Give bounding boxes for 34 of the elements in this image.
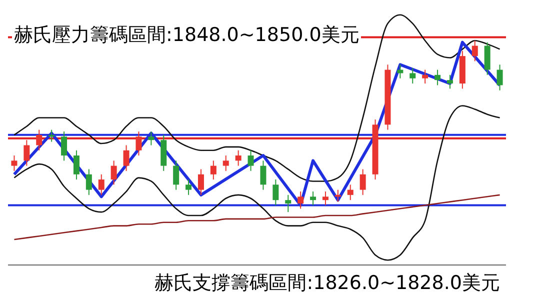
candlestick [136, 131, 142, 156]
candlestick [173, 160, 180, 190]
candlestick [260, 160, 266, 190]
candlestick [110, 160, 117, 186]
candlestick [36, 129, 42, 151]
candlestick [198, 168, 204, 196]
candlestick [123, 144, 130, 172]
candlestick [410, 68, 416, 84]
candlestick [298, 191, 304, 210]
candlestick [422, 69, 428, 84]
candlestick [98, 174, 104, 196]
annotation: 赫氏壓力籌碼區間:1848.0~1850.0美元 [12, 22, 362, 48]
candlestick [360, 168, 366, 196]
candlestick [496, 64, 503, 91]
candlestick [472, 40, 478, 62]
candlestick [235, 150, 242, 166]
candlestick [24, 140, 30, 166]
candlestick [434, 69, 441, 86]
candlestick [186, 179, 192, 196]
candlestick [11, 155, 18, 172]
candlestick [248, 150, 254, 172]
candlestick [61, 131, 68, 162]
candlestick [272, 179, 279, 206]
candlestick [73, 150, 80, 180]
candlestick [148, 131, 154, 146]
candlestick [310, 191, 316, 206]
candlestick [322, 191, 328, 206]
candlestick [222, 155, 229, 172]
candlestick [446, 74, 453, 90]
candlestick [285, 194, 292, 213]
candlestick [86, 168, 92, 196]
candlestick [347, 184, 354, 201]
candlestick [210, 160, 216, 180]
text: 赫氏支撐籌碼區間:1826.0~1828.0美元 [152, 270, 502, 296]
